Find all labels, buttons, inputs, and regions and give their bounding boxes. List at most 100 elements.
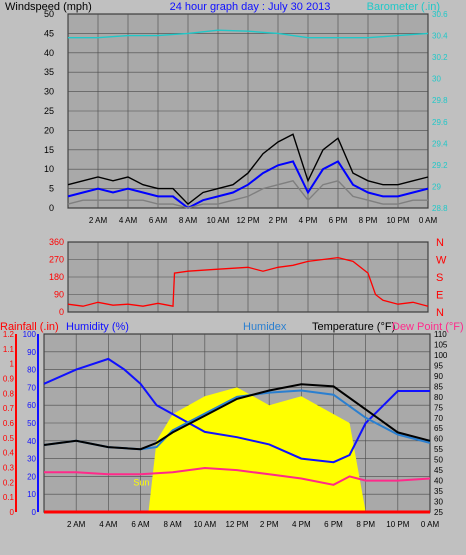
direction-tick-label: 180: [49, 272, 64, 282]
rainfall-tick-label: 0.5: [3, 434, 15, 443]
compass-tick-label: S: [436, 272, 443, 284]
temperature-tick-label: 110: [434, 330, 447, 339]
dewpoint-line: [44, 466, 431, 486]
wind-x-tick-label: 6 PM: [329, 216, 348, 225]
temperature-tick-label: 60: [434, 435, 443, 444]
rainfall-tick-label: 0: [10, 508, 15, 517]
rainfall-tick-label: 0.9: [3, 375, 15, 384]
temp-x-tick-label: 10 AM: [193, 520, 216, 529]
temp-x-tick-label: 6 PM: [324, 520, 343, 529]
wind-tick-label: 0: [49, 203, 54, 213]
humidity-tick-label: 60: [27, 401, 36, 410]
temp-x-tick-label: 0 AM: [421, 520, 440, 529]
temperature-tick-label: 90: [434, 372, 443, 381]
humidex-axis-label: Humidex: [243, 321, 287, 333]
chart-title: 24 hour graph day : July 30 2013: [170, 1, 331, 13]
rainfall-tick-label: 1.1: [3, 345, 15, 354]
temp-x-tick-label: 4 PM: [292, 520, 311, 529]
wind-tick-label: 40: [44, 48, 54, 58]
rainfall-tick-label: 1.2: [3, 330, 15, 339]
wind-x-tick-label: 4 AM: [119, 216, 138, 225]
temperature-tick-label: 75: [434, 403, 443, 412]
temperature-tick-label: 80: [434, 393, 443, 402]
wind-tick-label: 5: [49, 184, 54, 194]
wind-x-tick-label: 8 PM: [359, 216, 378, 225]
direction-tick-label: 360: [49, 237, 64, 247]
windspeed-axis-label: Windspeed (mph): [5, 1, 92, 13]
wind-tick-label: 35: [44, 67, 54, 77]
barometer-tick-label: 30.4: [432, 32, 448, 41]
wind-tick-label: 45: [44, 28, 54, 38]
wind-tick-label: 15: [44, 145, 54, 155]
temperature-tick-label: 105: [434, 340, 448, 349]
rainfall-tick-label: 0.8: [3, 389, 15, 398]
humidity-tick-label: 80: [27, 366, 36, 375]
barometer-tick-label: 29.4: [432, 139, 448, 148]
direction-tick-label: 0: [59, 307, 64, 317]
barometer-tick-label: 30.2: [432, 53, 448, 62]
wind-x-tick-label: 2 AM: [89, 216, 108, 225]
wind-x-tick-label: 10 PM: [386, 216, 409, 225]
direction-tick-label: 90: [54, 290, 64, 300]
barometer-tick-label: 29.8: [432, 96, 448, 105]
humidity-tick-label: 70: [27, 383, 36, 392]
wind-x-tick-label: 6 AM: [149, 216, 168, 225]
wind-gust-line: [67, 133, 429, 206]
temperature-tick-label: 95: [434, 361, 443, 370]
temp-x-tick-label: 6 AM: [131, 520, 150, 529]
barometer-tick-label: 28.8: [432, 204, 448, 213]
rainfall-tick-label: 0.3: [3, 464, 15, 473]
temperature-tick-label: 65: [434, 424, 443, 433]
wind-tick-label: 25: [44, 106, 54, 116]
temperature-tick-label: 70: [434, 414, 443, 423]
humidity-tick-label: 20: [27, 472, 36, 481]
wind-x-tick-label: 2 PM: [269, 216, 288, 225]
wind-x-tick-label: 0 AM: [419, 216, 438, 225]
barometer-tick-label: 30: [432, 75, 441, 84]
temperature-tick-label: 45: [434, 466, 443, 475]
direction-tick-label: 270: [49, 255, 64, 265]
temperature-line: [43, 383, 431, 451]
wind-avg-line: [67, 160, 429, 210]
temperature-axis-label: Temperature (°F): [312, 321, 395, 333]
rainfall-axis-label: Rainfall (.in): [0, 321, 59, 333]
temp-x-tick-label: 8 PM: [356, 520, 375, 529]
barometer-tick-label: 29: [432, 182, 441, 191]
wind-tick-label: 50: [44, 9, 54, 19]
dewpoint-axis-label: Dew Point (°F): [392, 321, 464, 333]
temperature-tick-label: 30: [434, 498, 443, 507]
humidity-tick-label: 0: [32, 508, 37, 517]
wind-tick-label: 20: [44, 125, 54, 135]
humidity-line: [43, 357, 430, 464]
rainfall-tick-label: 0.1: [3, 493, 15, 502]
sun-label: Sun: [133, 477, 149, 487]
temperature-tick-label: 40: [434, 477, 443, 486]
rainfall-tick-label: 0.2: [3, 478, 15, 487]
wind-x-tick-label: 4 PM: [299, 216, 318, 225]
barometer-tick-label: 29.6: [432, 118, 448, 127]
compass-tick-label: N: [436, 237, 444, 249]
compass-tick-label: W: [436, 255, 447, 267]
rainfall-tick-label: 1: [10, 360, 15, 369]
wind-tick-label: 30: [44, 87, 54, 97]
humidity-tick-label: 100: [23, 330, 37, 339]
temp-x-tick-label: 12 PM: [225, 520, 248, 529]
temperature-tick-label: 35: [434, 487, 443, 496]
barometer-tick-label: 29.2: [432, 161, 448, 170]
wind-low-line: [67, 180, 428, 209]
temperature-tick-label: 100: [434, 351, 448, 360]
rainfall-tick-label: 0.4: [3, 449, 15, 458]
temperature-tick-label: 50: [434, 456, 443, 465]
temperature-tick-label: 25: [434, 508, 443, 517]
compass-tick-label: E: [436, 290, 443, 302]
temperature-tick-label: 55: [434, 445, 443, 454]
humidity-axis-label: Humidity (%): [66, 321, 129, 333]
wind-x-tick-label: 12 PM: [236, 216, 259, 225]
wind-x-tick-label: 10 AM: [207, 216, 230, 225]
wind-tick-label: 10: [44, 164, 54, 174]
barometer-tick-label: 30.6: [432, 10, 448, 19]
sun-area: [44, 387, 430, 512]
humidity-tick-label: 50: [27, 419, 36, 428]
humidity-tick-label: 40: [27, 437, 36, 446]
